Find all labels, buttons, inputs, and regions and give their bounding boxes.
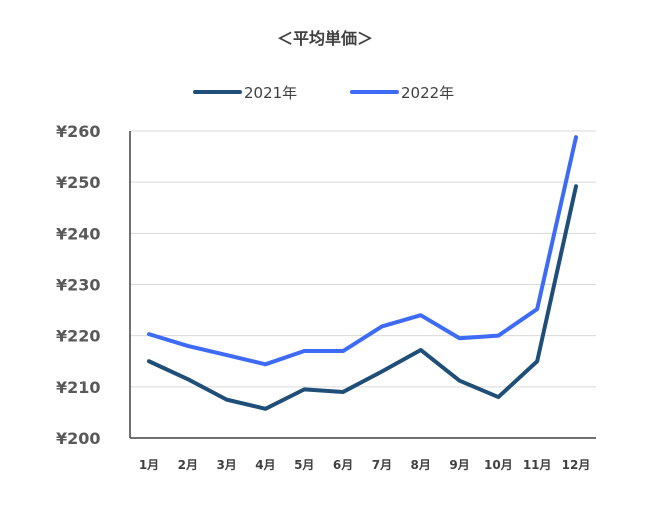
x-tick-label: 7月 bbox=[372, 458, 392, 472]
chart-title: ＜平均単価＞ bbox=[277, 29, 373, 48]
y-tick-label: ¥250 bbox=[56, 173, 101, 192]
series-line-1 bbox=[147, 184, 578, 411]
x-tick-label: 4月 bbox=[255, 458, 275, 472]
y-tick-label: ¥210 bbox=[56, 378, 101, 397]
y-tick-label: ¥230 bbox=[56, 276, 101, 295]
x-tick-label: 5月 bbox=[294, 458, 314, 472]
y-tick-label: ¥220 bbox=[56, 327, 101, 346]
x-tick-label: 6月 bbox=[333, 458, 353, 472]
x-tick-label: 11月 bbox=[523, 458, 552, 472]
y-tick-label: ¥260 bbox=[56, 122, 101, 141]
x-axis-ticks: 1月 2月 3月 4月 5月 6月 7月 8月 9月 10月 11月 12月 bbox=[139, 458, 591, 472]
x-tick-label: 9月 bbox=[449, 458, 469, 472]
axes bbox=[129, 131, 596, 439]
series-line-2 bbox=[147, 135, 578, 367]
x-tick-label: 12月 bbox=[562, 458, 591, 472]
x-tick-label: 3月 bbox=[216, 458, 236, 472]
gridlines bbox=[130, 130, 596, 388]
y-tick-label: ¥240 bbox=[56, 224, 101, 243]
y-tick-label: ¥200 bbox=[56, 429, 101, 448]
legend: 2021年 2022年 bbox=[193, 84, 454, 102]
legend-label-2: 2022年 bbox=[401, 84, 454, 102]
x-tick-label: 10月 bbox=[484, 458, 513, 472]
y-axis-ticks: ¥200 ¥210 ¥220 ¥230 ¥240 ¥250 ¥260 bbox=[56, 122, 101, 448]
x-tick-label: 1月 bbox=[139, 458, 159, 472]
x-tick-label: 8月 bbox=[411, 458, 431, 472]
legend-label-1: 2021年 bbox=[244, 84, 297, 102]
series-lines bbox=[147, 135, 578, 411]
x-tick-label: 2月 bbox=[178, 458, 198, 472]
